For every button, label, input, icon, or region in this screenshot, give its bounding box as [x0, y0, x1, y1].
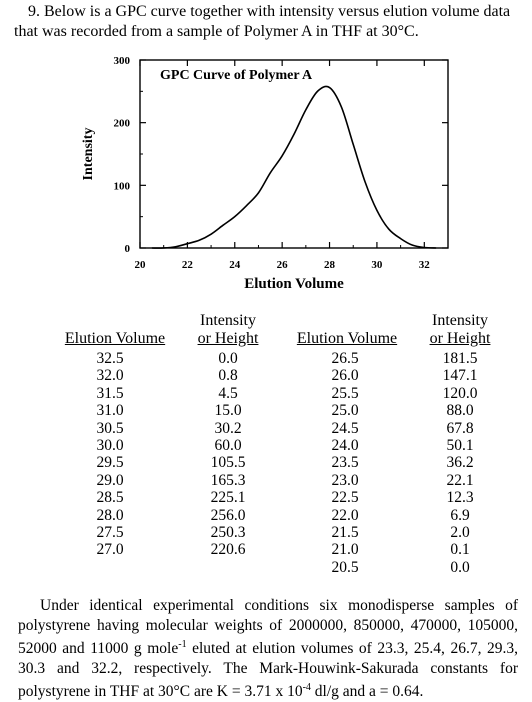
- gpc-chart: 300 200 100 0 20 22 24 26 28 30 32 GPC Curve of Pol…: [81, 55, 449, 292]
- table-cell-intensity: 30.2: [214, 419, 242, 437]
- table-cell-intensity: 181.5: [442, 350, 478, 367]
- table-cell-elution: 29.5: [96, 454, 124, 472]
- right-elution-column: 26.5 26.0 25.5 25.0 24.5 24.0 23.5 23.0 22.5 22.0…: [305, 350, 385, 576]
- y-tick-label: 200: [114, 118, 131, 130]
- table-cell-elution: 21.5: [331, 523, 359, 541]
- x-tick-label: 22: [182, 259, 194, 271]
- table-cell-elution: 22.5: [331, 489, 359, 507]
- right-intensity-header-line2: or Height: [429, 330, 491, 347]
- closing-exp2: -4: [302, 682, 311, 694]
- table-cell-elution: 28.0: [96, 506, 124, 524]
- table-cell-intensity: 15.0: [214, 402, 242, 420]
- table-cell-intensity: 50.1: [446, 436, 474, 454]
- gpc-curve: [151, 85, 437, 249]
- table-cell-elution: 31.5: [96, 384, 124, 402]
- question-number: 9.: [28, 3, 40, 20]
- table-cell-intensity: 88.0: [446, 402, 474, 420]
- table-cell-elution: 24.5: [331, 419, 359, 437]
- left-elution-column: 32.5 32.0 31.5 31.0 30.5 30.0 29.5 29.0 28.5 28.0…: [70, 350, 150, 559]
- closing-paragraph: Under identical experimental conditions …: [18, 596, 518, 702]
- closing-part1: Under identical experimental conditions …: [18, 597, 518, 658]
- table-cell-elution: 26.0: [331, 367, 359, 385]
- left-elution-header-text: Elution Volume: [64, 330, 166, 347]
- x-tick-label: 26: [277, 259, 289, 271]
- x-axis-label: Elution Volume: [244, 276, 344, 292]
- y-tick-label: 0: [125, 243, 131, 255]
- table-cell-elution: 32.0: [96, 367, 124, 385]
- table-cell-elution: 25.5: [331, 384, 359, 402]
- chart-title: GPC Curve of Polymer A: [160, 68, 313, 83]
- table-cell-intensity: 6.9: [450, 506, 470, 524]
- closing-exp1: -1: [178, 639, 187, 650]
- y-tick-label: 100: [114, 180, 131, 192]
- right-elution-header-text: Elution Volume: [296, 330, 398, 347]
- plot-frame: [139, 59, 449, 249]
- table-cell-intensity: 250.3: [210, 523, 246, 541]
- table-cell-elution: 25.0: [331, 402, 359, 420]
- table-cell-intensity: 0.1: [450, 541, 470, 559]
- table-cell-elution: 21.0: [331, 541, 359, 559]
- table-cell-intensity: 220.6: [210, 541, 246, 559]
- table-cell-intensity: 147.1: [442, 367, 478, 385]
- table-cell-intensity: 120.0: [442, 384, 478, 402]
- x-tick-label: 28: [324, 259, 336, 271]
- right-elution-header: Elution Volume: [292, 330, 402, 348]
- x-tick-label: 30: [371, 259, 383, 271]
- y-axis-label: Intensity: [81, 128, 96, 181]
- table-cell-intensity: 12.3: [446, 489, 474, 507]
- table-cell-elution: 27.5: [96, 523, 124, 541]
- table-cell-elution: 26.5: [331, 350, 359, 367]
- table-cell-elution: 30.5: [96, 419, 124, 437]
- table-cell-intensity: 256.0: [210, 506, 246, 524]
- right-intensity-column: 181.5 147.1 120.0 88.0 67.8 50.1 36.2 22.1 12.3 6…: [420, 350, 500, 576]
- y-tick-label: 300: [114, 55, 131, 67]
- left-elution-header: Elution Volume: [60, 330, 170, 348]
- table-cell-elution: 28.5: [96, 489, 124, 507]
- left-intensity-column: 0.0 0.8 4.5 15.0 30.2 60.0 105.5 165.3 225.1 256.…: [188, 350, 268, 559]
- question-body: Below is a GPC curve together with inten…: [14, 3, 511, 40]
- closing-part3: dl/g and a = 0.64.: [310, 683, 424, 701]
- left-intensity-header: Intensity or Height: [188, 312, 268, 348]
- table-cell-intensity: 60.0: [214, 436, 242, 454]
- x-tick-label: 20: [135, 259, 147, 271]
- table-cell-elution: 29.0: [96, 471, 124, 489]
- table-cell-elution: 20.5: [331, 558, 359, 576]
- table-cell-elution: 32.5: [96, 350, 124, 367]
- table-cell-intensity: 2.0: [450, 523, 470, 541]
- table-cell-intensity: 0.0: [450, 558, 470, 576]
- table-cell-elution: 30.0: [96, 436, 124, 454]
- left-intensity-header-line2: or Height: [197, 330, 259, 347]
- table-cell-intensity: 0.8: [218, 367, 238, 385]
- table-cell-elution: 22.0: [331, 506, 359, 524]
- table-cell-intensity: 36.2: [446, 454, 474, 472]
- table-cell-intensity: 105.5: [210, 454, 246, 472]
- right-intensity-header-line1: Intensity: [432, 312, 488, 329]
- table-cell-intensity: 4.5: [218, 384, 238, 402]
- table-cell-intensity: 22.1: [446, 471, 474, 489]
- table-cell-elution: 31.0: [96, 402, 124, 420]
- table-cell-intensity: 165.3: [210, 471, 246, 489]
- x-tick-label: 32: [419, 259, 431, 271]
- closing-part2: eluted at elution volumes of 23.3, 25.4,…: [18, 640, 519, 701]
- table-cell-intensity: 67.8: [446, 419, 474, 437]
- x-tick-label: 24: [229, 259, 241, 271]
- left-intensity-header-line1: Intensity: [200, 312, 256, 329]
- table-cell-elution: 23.5: [331, 454, 359, 472]
- table-cell-elution: 24.0: [331, 436, 359, 454]
- right-intensity-header: Intensity or Height: [420, 312, 500, 348]
- table-cell-intensity: 225.1: [210, 489, 246, 507]
- question-text: 9. Below is a GPC curve together with int…: [14, 2, 522, 42]
- table-cell-elution: 27.0: [96, 541, 124, 559]
- table-cell-intensity: 0.0: [218, 350, 238, 367]
- table-cell-elution: 23.0: [331, 471, 359, 489]
